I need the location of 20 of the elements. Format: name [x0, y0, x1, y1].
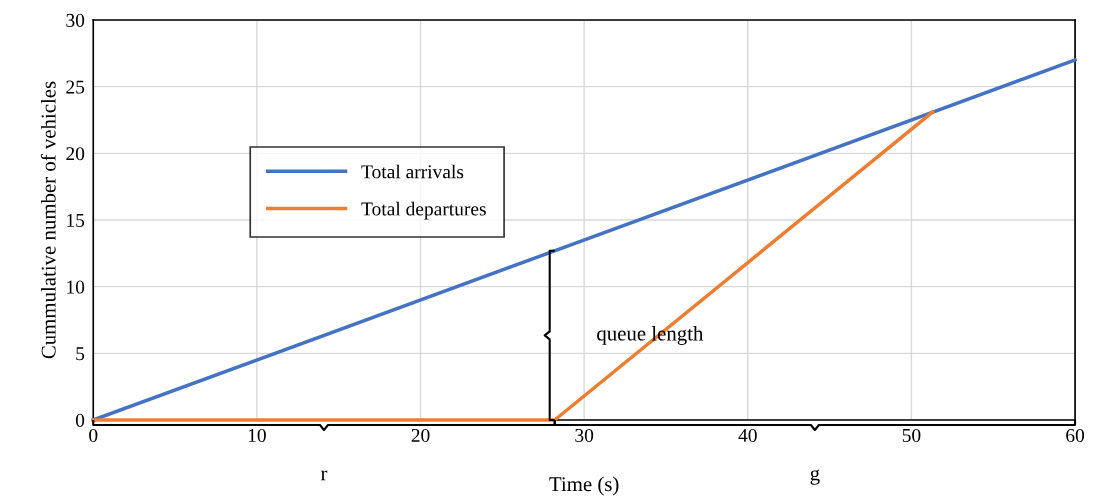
text: r	[320, 470, 328, 481]
y-axis-title: Cummulative number of vehicles	[40, 81, 56, 359]
legend-label: Total departures	[361, 201, 486, 220]
legend-label: Total arrivals	[361, 164, 464, 179]
text: g	[810, 469, 820, 485]
x-tick-label: 10	[248, 428, 266, 443]
x-tick-label: 50	[902, 428, 921, 443]
x-tick-label: 0	[89, 428, 98, 443]
x-tick-label: 20	[411, 428, 430, 443]
y-tick-label: 10	[67, 280, 85, 294]
y-tick-label: 30	[66, 13, 85, 27]
y-tick-label: 25	[66, 80, 85, 94]
x-tick-label: 30	[575, 428, 594, 443]
x-axis-title: Time (s)	[549, 476, 619, 496]
y-tick-label: 5	[76, 347, 85, 361]
x-tick-label: 40	[738, 428, 757, 443]
y-tick-label: 0	[75, 413, 85, 427]
y-tick-label: 20	[66, 147, 85, 161]
y-tick-label: 15	[67, 213, 85, 227]
x-tick-label: 60	[1066, 428, 1085, 443]
